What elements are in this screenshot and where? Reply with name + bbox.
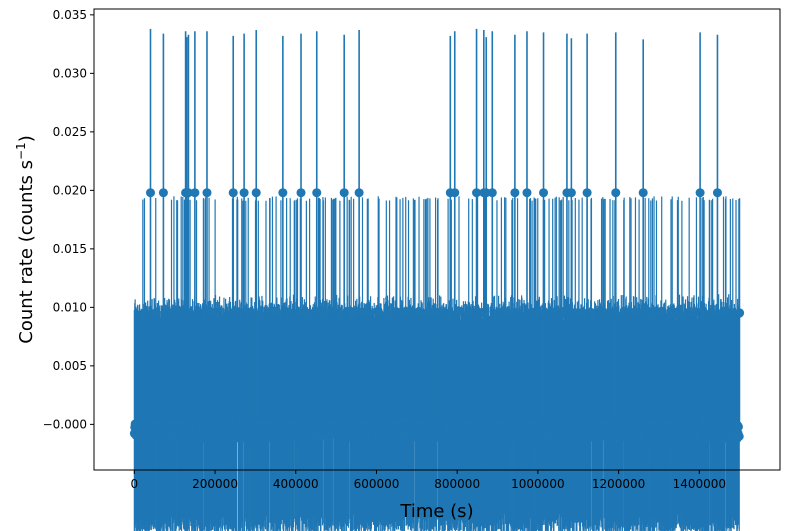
data-point: [454, 306, 464, 316]
spike-point: [611, 188, 621, 198]
data-point: [677, 310, 687, 320]
y-tick-label: 0.035: [53, 8, 87, 22]
spike-point: [296, 188, 306, 198]
spike-point: [450, 188, 460, 198]
spike-point: [487, 188, 497, 198]
data-point: [433, 308, 443, 318]
y-tick-label: 0.025: [53, 125, 87, 139]
spike-point: [638, 188, 648, 198]
spike-point: [202, 188, 212, 198]
data-point: [305, 308, 315, 318]
y-axis-label-close: ): [16, 135, 37, 142]
data-point: [210, 309, 220, 319]
spike-point: [566, 188, 576, 198]
spike-point: [354, 188, 364, 198]
data-point: [335, 310, 345, 320]
y-axis-label-main: Count rate (counts s: [16, 160, 37, 344]
data-point: [684, 307, 694, 317]
x-tick-label: 600000: [354, 477, 400, 491]
plot-area: [129, 28, 745, 531]
spike-point: [190, 188, 200, 198]
spike-point: [251, 188, 261, 198]
spike-point: [510, 188, 520, 198]
spike-series: [145, 28, 722, 428]
y-tick-label: −0.000: [43, 417, 87, 431]
data-point: [734, 431, 744, 441]
data-point: [446, 309, 456, 319]
x-tick-label: 400000: [273, 477, 319, 491]
spike-point: [239, 188, 249, 198]
x-axis: 0 200000 400000 600000 800000 1000000 1200000 1…: [131, 470, 726, 491]
spike-point: [228, 188, 238, 198]
data-point: [243, 307, 253, 317]
axes-frame: [93, 8, 781, 471]
data-point: [526, 418, 536, 428]
spike-point: [695, 188, 705, 198]
data-point: [708, 308, 718, 318]
data-point: [363, 308, 373, 318]
y-axis-label-superscript: −1: [14, 142, 28, 160]
x-axis-label: Time (s): [399, 501, 473, 522]
data-point: [139, 308, 149, 318]
x-tick-label: 1000000: [511, 477, 564, 491]
spike-point: [582, 188, 592, 198]
spike-point: [472, 188, 482, 198]
x-tick-label: 0: [131, 477, 139, 491]
data-point: [657, 306, 667, 316]
spike-point: [145, 188, 155, 198]
spike-point: [183, 188, 193, 198]
data-point: [735, 308, 745, 318]
data-point: [349, 308, 359, 318]
x-tick-label: 800000: [434, 477, 480, 491]
spike-point: [158, 188, 168, 198]
y-tick-label: 0.030: [53, 66, 87, 80]
y-tick-label: 0.020: [53, 183, 87, 197]
data-point: [151, 308, 161, 318]
x-tick-label: 1400000: [673, 477, 726, 491]
y-tick-label: 0.015: [53, 242, 87, 256]
data-point: [374, 308, 384, 318]
spike-point: [539, 188, 549, 198]
data-point: [610, 310, 620, 320]
spike-point: [278, 188, 288, 198]
x-tick-label: 200000: [192, 477, 238, 491]
spike-point: [312, 188, 322, 198]
y-tick-label: 0.010: [53, 300, 87, 314]
data-point: [733, 422, 743, 432]
data-point: [480, 307, 490, 317]
y-tick-label: 0.005: [53, 359, 87, 373]
y-axis-label: Count rate (counts s−1): [14, 135, 37, 343]
spike-point: [339, 188, 349, 198]
data-point: [586, 308, 596, 317]
spike-point: [712, 188, 722, 198]
spike-point: [522, 188, 532, 198]
x-tick-label: 1200000: [592, 477, 645, 491]
y-axis: −0.000 0.005 0.010 0.015 0.020 0.025 0.030 0.03…: [43, 8, 94, 431]
data-point: [253, 310, 263, 320]
